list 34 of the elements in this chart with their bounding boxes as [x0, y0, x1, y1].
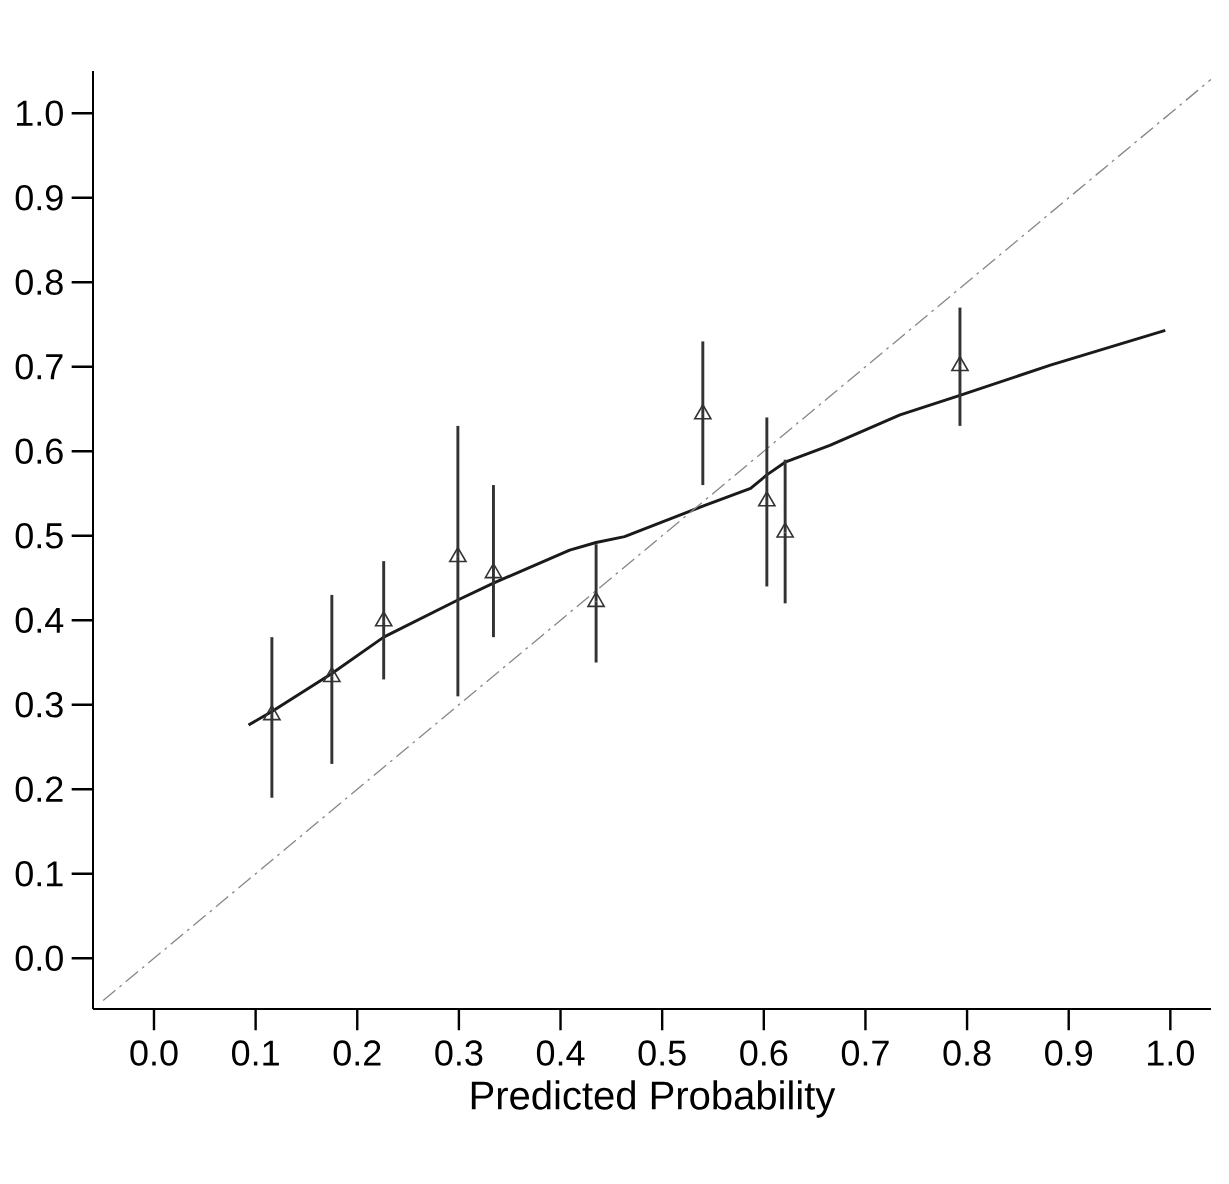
y-tick-label: 0.1: [15, 861, 63, 887]
point: [587, 591, 605, 608]
point: [448, 546, 467, 563]
y-tick-label: 0.9: [15, 185, 63, 211]
x-tick-label: 0.3: [435, 1040, 483, 1066]
point: [484, 562, 503, 579]
point: [951, 355, 969, 372]
x-tick-label: 0.8: [943, 1040, 991, 1066]
x-tick-label: 0.5: [638, 1040, 686, 1066]
y-tick-label: 0.6: [15, 438, 63, 464]
y-tick-label: 1.0: [17, 100, 63, 126]
y-tick-label: 0.7: [15, 354, 63, 380]
x-tick-label: 0.9: [1045, 1040, 1093, 1066]
y-tick-label: 0.8: [15, 269, 63, 295]
line-series: [247, 328, 1167, 727]
x-tick-label: 0.1: [232, 1040, 279, 1066]
x-tick-label: 0.0: [130, 1040, 178, 1066]
x-tick-label: 1.0: [1148, 1040, 1194, 1066]
x-axis-title: Predicted Probability: [471, 1080, 836, 1118]
point: [374, 610, 393, 627]
y-tick-label: 0.0: [15, 945, 63, 972]
y-tick-label: 0.5: [15, 523, 63, 549]
point: [693, 403, 712, 420]
point: [776, 522, 795, 538]
point: [322, 666, 341, 683]
y-tick-label: 0.2: [15, 776, 63, 803]
point: [263, 704, 281, 721]
y-tick-label: 0.3: [15, 692, 63, 718]
x-tick-label: 0.6: [740, 1040, 788, 1066]
x-tick-label: 0.4: [536, 1040, 585, 1066]
x-tick-label: 0.2: [333, 1040, 381, 1066]
y-tick-label: 0.4: [15, 607, 64, 634]
x-tick-label: 0.7: [841, 1040, 889, 1066]
point: [757, 490, 776, 507]
